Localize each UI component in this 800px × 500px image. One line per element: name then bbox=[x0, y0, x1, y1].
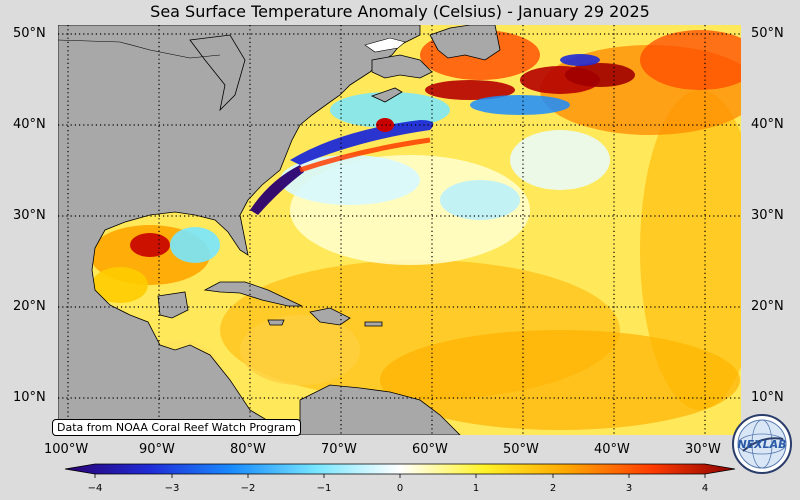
map-title: Sea Surface Temperature Anomaly (Celsius… bbox=[150, 2, 650, 21]
lat-label-right-40: 40°N bbox=[751, 117, 784, 132]
lon-label-80w: 80°W bbox=[230, 442, 266, 457]
lon-label-90w: 90°W bbox=[139, 442, 175, 457]
colorbar-tick-label: 4 bbox=[701, 483, 709, 494]
colorbar-tick-label: 0 bbox=[396, 483, 404, 494]
colorbar-tick-label: −4 bbox=[87, 483, 103, 494]
colorbar-tick-label: 3 bbox=[625, 483, 633, 494]
colorbar-tick-label: −2 bbox=[240, 483, 256, 494]
colorbar-tick-label: 2 bbox=[549, 483, 557, 494]
lat-label-left-50: 50°N bbox=[13, 26, 46, 41]
colorbar-tick-label: −3 bbox=[164, 483, 180, 494]
land bbox=[58, 25, 501, 435]
lat-label-left-30: 30°N bbox=[13, 208, 46, 223]
lon-label-100w: 100°W bbox=[44, 442, 89, 457]
lat-label-right-10: 10°N bbox=[751, 390, 784, 405]
lon-label-30w: 30°W bbox=[685, 442, 721, 457]
lon-label-60w: 60°W bbox=[412, 442, 448, 457]
colorbar-gradient bbox=[64, 463, 736, 475]
colorbar-tick-label: 1 bbox=[472, 483, 480, 494]
lat-label-right-20: 20°N bbox=[751, 299, 784, 314]
colorbar-ticks bbox=[94, 474, 706, 478]
lat-label-left-10: 10°N bbox=[13, 390, 46, 405]
graticule bbox=[58, 25, 741, 435]
colorbar bbox=[64, 463, 736, 478]
lat-label-left-40: 40°N bbox=[13, 117, 46, 132]
lat-label-left-20: 20°N bbox=[13, 299, 46, 314]
lon-label-50w: 50°W bbox=[503, 442, 539, 457]
colorbar-tick-label: −1 bbox=[316, 483, 332, 494]
logo-text: NEXLAB bbox=[737, 438, 786, 451]
anomaly-patches bbox=[60, 30, 741, 430]
data-credit: Data from NOAA Coral Reef Watch Program bbox=[52, 419, 301, 436]
lon-label-40w: 40°W bbox=[594, 442, 630, 457]
globe-logo-icon: NEXLAB bbox=[732, 414, 792, 474]
lat-label-right-30: 30°N bbox=[751, 208, 784, 223]
lon-label-70w: 70°W bbox=[321, 442, 357, 457]
lat-label-right-50: 50°N bbox=[751, 26, 784, 41]
